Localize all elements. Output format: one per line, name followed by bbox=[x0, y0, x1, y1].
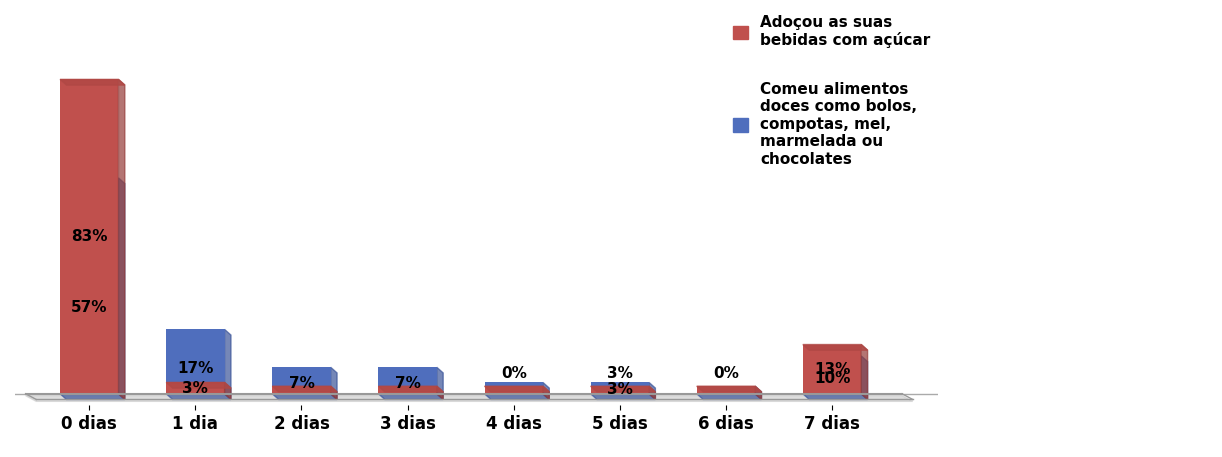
Polygon shape bbox=[273, 394, 337, 399]
Bar bbox=[590, 386, 649, 394]
Polygon shape bbox=[543, 386, 549, 399]
Polygon shape bbox=[755, 386, 761, 399]
Polygon shape bbox=[331, 367, 337, 399]
Polygon shape bbox=[697, 394, 761, 399]
Polygon shape bbox=[119, 80, 125, 399]
Polygon shape bbox=[755, 386, 761, 399]
Polygon shape bbox=[697, 386, 761, 392]
Bar bbox=[590, 383, 649, 394]
Text: 17%: 17% bbox=[177, 361, 214, 376]
Text: 0%: 0% bbox=[501, 366, 527, 381]
Bar bbox=[60, 80, 119, 394]
Bar bbox=[60, 178, 119, 394]
Polygon shape bbox=[225, 383, 231, 399]
Polygon shape bbox=[803, 345, 868, 350]
Text: 13%: 13% bbox=[814, 361, 851, 377]
Bar bbox=[273, 367, 331, 394]
Polygon shape bbox=[485, 386, 549, 392]
Polygon shape bbox=[803, 394, 868, 399]
Text: 7%: 7% bbox=[395, 376, 420, 391]
Polygon shape bbox=[379, 394, 444, 399]
Bar bbox=[485, 386, 543, 394]
Text: 57%: 57% bbox=[71, 300, 108, 315]
Bar bbox=[273, 386, 331, 394]
Polygon shape bbox=[862, 356, 868, 399]
Text: 0%: 0% bbox=[712, 366, 739, 381]
Polygon shape bbox=[119, 178, 125, 399]
Text: 83%: 83% bbox=[71, 229, 108, 244]
Bar bbox=[803, 345, 862, 394]
Polygon shape bbox=[331, 386, 337, 399]
Polygon shape bbox=[590, 394, 655, 399]
Legend: Adoçou as suas
bebidas com açúcar, Comeu alimentos
doces como bolos,
compotas, m: Adoçou as suas bebidas com açúcar, Comeu… bbox=[733, 15, 930, 167]
Bar bbox=[485, 383, 543, 394]
Polygon shape bbox=[649, 386, 655, 399]
Polygon shape bbox=[26, 396, 913, 401]
Polygon shape bbox=[485, 394, 549, 399]
Polygon shape bbox=[862, 345, 868, 399]
Bar bbox=[803, 356, 862, 394]
Bar bbox=[697, 386, 755, 394]
Text: 3%: 3% bbox=[182, 381, 208, 396]
Bar bbox=[379, 367, 436, 394]
Polygon shape bbox=[273, 386, 337, 392]
Bar bbox=[166, 329, 225, 394]
Bar bbox=[379, 386, 436, 394]
Polygon shape bbox=[60, 394, 125, 399]
Polygon shape bbox=[436, 386, 444, 399]
Polygon shape bbox=[166, 383, 231, 388]
Text: 3%: 3% bbox=[607, 382, 633, 397]
Polygon shape bbox=[436, 367, 444, 399]
Bar bbox=[697, 386, 755, 394]
Text: 10%: 10% bbox=[814, 371, 851, 386]
Text: 7%: 7% bbox=[288, 376, 314, 391]
Polygon shape bbox=[60, 80, 125, 85]
Polygon shape bbox=[590, 386, 655, 392]
Polygon shape bbox=[166, 394, 231, 399]
Bar bbox=[166, 383, 225, 394]
Text: 3%: 3% bbox=[607, 366, 633, 381]
Polygon shape bbox=[543, 383, 549, 399]
Polygon shape bbox=[379, 386, 444, 392]
Polygon shape bbox=[649, 383, 655, 399]
Polygon shape bbox=[225, 329, 231, 399]
